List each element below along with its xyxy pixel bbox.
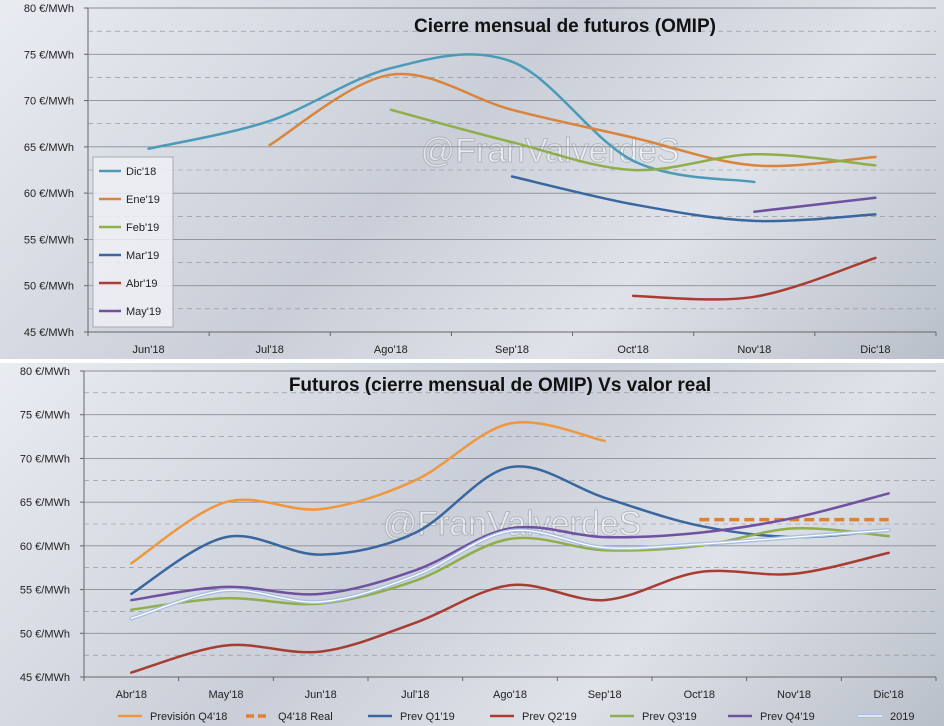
x-tick-label: Ago'18 [374,344,408,356]
legend-label: Prev Q3'19 [642,711,697,723]
x-tick-label: Ago'18 [493,689,527,701]
series-line-ene-19 [268,72,877,168]
series-line-feb-19 [389,108,877,172]
y-tick-label: 80 €/MWh [24,3,74,15]
x-tick-label: Jul'18 [256,344,284,356]
legend-label: Prev Q2'19 [522,711,577,723]
x-tick-label: Jun'18 [133,344,165,356]
legend-label: Dic'18 [126,166,156,178]
y-tick-label: 80 €/MWh [20,366,70,378]
legend-label: Prev Q4'19 [760,711,815,723]
series-line-prev-q3-19 [130,526,890,611]
legend-label: May'19 [126,306,161,318]
chart-bottom-panel: @FranValverdeS 45 €/MWh 50 €/MWh 55 €/MWh 6… [0,363,944,726]
series-line-mar-19 [510,175,877,223]
y-tick-label: 45 €/MWh [24,327,74,339]
y-tick-label: 70 €/MWh [24,96,74,108]
legend-label: Abr'19 [126,278,157,290]
series-line-2019 [130,529,890,620]
x-tick-label: May'18 [208,689,243,701]
series-line-prev-q2-19 [130,551,890,674]
legend-label: Previsión Q4'18 [150,711,227,723]
y-tick-label: 60 €/MWh [20,541,70,553]
x-tick-label: Jun'18 [305,689,337,701]
legend-label: Prev Q1'19 [400,711,455,723]
x-tick-label: Oct'18 [684,689,715,701]
y-tick-label: 55 €/MWh [24,234,74,246]
x-tick-label: Sep'18 [495,344,529,356]
chart-title: Cierre mensual de futuros (OMIP) [414,16,716,37]
x-tick-label: Oct'18 [617,344,648,356]
y-tick-label: 75 €/MWh [24,49,74,61]
y-tick-label: 55 €/MWh [20,585,70,597]
series-line-previsi-n-q4-18 [130,421,606,565]
x-tick-label: Jul'18 [401,689,429,701]
x-tick-label: Sep'18 [588,689,622,701]
legend-label: Feb'19 [126,222,159,234]
x-tick-label: Abr'18 [116,689,147,701]
x-tick-label: Dic'18 [874,689,904,701]
y-tick-label: 60 €/MWh [24,188,74,200]
legend-label: 2019 [890,711,914,723]
y-tick-label: 65 €/MWh [24,142,74,154]
legend-label: Mar'19 [126,250,159,262]
legend-box [92,156,174,328]
y-tick-label: 70 €/MWh [20,453,70,465]
chart-title: Futuros (cierre mensual de OMIP) Vs valo… [289,375,711,396]
y-tick-label: 75 €/MWh [20,410,70,422]
series-line-prev-q4-19 [130,492,890,602]
y-tick-label: 45 €/MWh [20,672,70,684]
series-line-dic-18 [147,53,756,184]
x-tick-label: Dic'18 [860,344,890,356]
y-tick-label: 50 €/MWh [20,628,70,640]
legend-label: Q4'18 Real [278,711,333,723]
chart-top-panel: @FranValverdeS 45 €/MWh 50 €/MWh 55 €/MWh 6… [0,0,944,359]
legend-label: Ene'19 [126,194,160,206]
x-tick-label: Nov'18 [737,344,771,356]
series-line-abr-19 [631,256,877,301]
panel-divider [0,359,944,363]
series-line-may-19 [753,196,877,213]
y-tick-label: 65 €/MWh [20,497,70,509]
x-tick-label: Nov'18 [777,689,811,701]
y-tick-label: 50 €/MWh [24,281,74,293]
